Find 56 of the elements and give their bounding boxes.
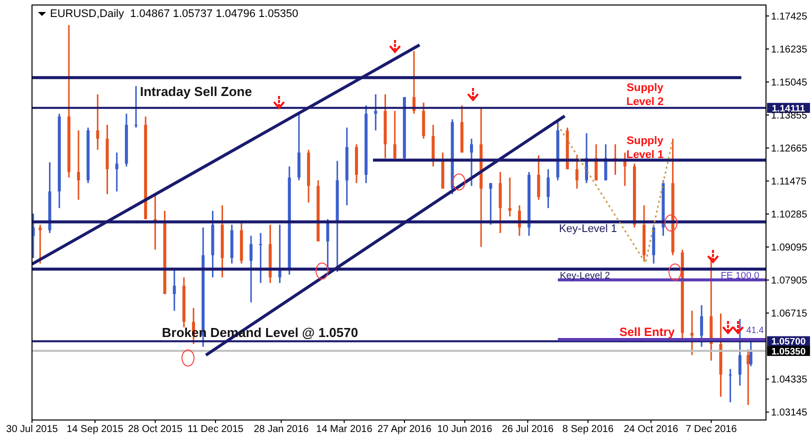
candlestick: [738, 318, 742, 386]
chart-title: EURUSD,Daily 1.04867 1.05737 1.04796 1.05350: [50, 8, 298, 21]
candlestick: [575, 154, 578, 190]
y-tick-label: 1.09095: [771, 242, 808, 254]
candlestick: [38, 224, 42, 264]
y-tick-label: 1.10285: [771, 210, 808, 221]
x-tick-label: 27 Apr 2016: [378, 424, 432, 436]
x-tick-label: 28 Oct 2015: [128, 424, 183, 436]
y-tick-label: 1.06715: [771, 308, 808, 320]
candlestick: [374, 94, 378, 132]
annotation: Sell Entry: [619, 325, 675, 339]
x-tick-label: 14 Mar 2016: [316, 424, 373, 436]
candlestick: [546, 168, 550, 209]
candlestick: [623, 152, 626, 187]
y-tick-label: 1.12665: [771, 144, 808, 155]
x-tick-label: 28 Jan 2016: [254, 424, 310, 436]
x-tick-label: 30 Jul 2015: [6, 424, 58, 436]
ref-line-label: 1.05700: [771, 336, 806, 348]
x-tick-label: 7 Dec 2016: [686, 424, 738, 436]
annotation: Intraday Sell Zone: [140, 84, 252, 99]
annotation: Key-Level 1: [558, 223, 618, 235]
candlestick: [700, 304, 704, 348]
y-tick-label: 1.11475: [771, 176, 807, 188]
x-tick-label: 10 Jun 2016: [437, 424, 493, 436]
annotation: Supply Level 1: [626, 135, 664, 161]
candlestick: [537, 154, 540, 200]
annotation: Supply Level 2: [626, 82, 664, 108]
candlestick: [259, 232, 262, 284]
candlestick: [470, 138, 474, 187]
candlestick: [508, 176, 512, 218]
x-tick-label: 11 Dec 2015: [188, 424, 244, 436]
candlestick: [326, 218, 330, 270]
y-tick-label: 1.15045: [771, 78, 808, 89]
y-tick-label: 1.17425: [771, 12, 808, 23]
annotation: FE 100.0: [720, 270, 760, 282]
candlestick: [96, 94, 100, 151]
y-tick-label: 1.16235: [771, 44, 808, 56]
candlestick: [32, 212, 35, 259]
candlestick: [76, 130, 80, 200]
annotation: 41.4: [746, 325, 764, 335]
candlestick: [489, 182, 492, 226]
candlestick: [690, 310, 694, 356]
x-tick-label: 26 Jul 2016: [502, 424, 554, 436]
y-tick-label: 1.03145: [771, 408, 808, 419]
ref-line-label: 1.05350: [771, 346, 806, 358]
x-tick-label: 14 Sep 2015: [66, 424, 124, 436]
candlestick: [728, 368, 732, 403]
y-tick-label: 1.04335: [771, 374, 808, 386]
candlestick: [134, 85, 138, 128]
candlestick: [115, 152, 118, 192]
y-tick-label: 1.07905: [771, 276, 808, 287]
x-tick-label: 8 Sep 2016: [562, 424, 614, 436]
candlestick: [172, 268, 176, 312]
candlestick: [746, 348, 750, 406]
candlestick: [250, 235, 253, 304]
x-tick-label: 24 Oct 2016: [624, 424, 679, 436]
